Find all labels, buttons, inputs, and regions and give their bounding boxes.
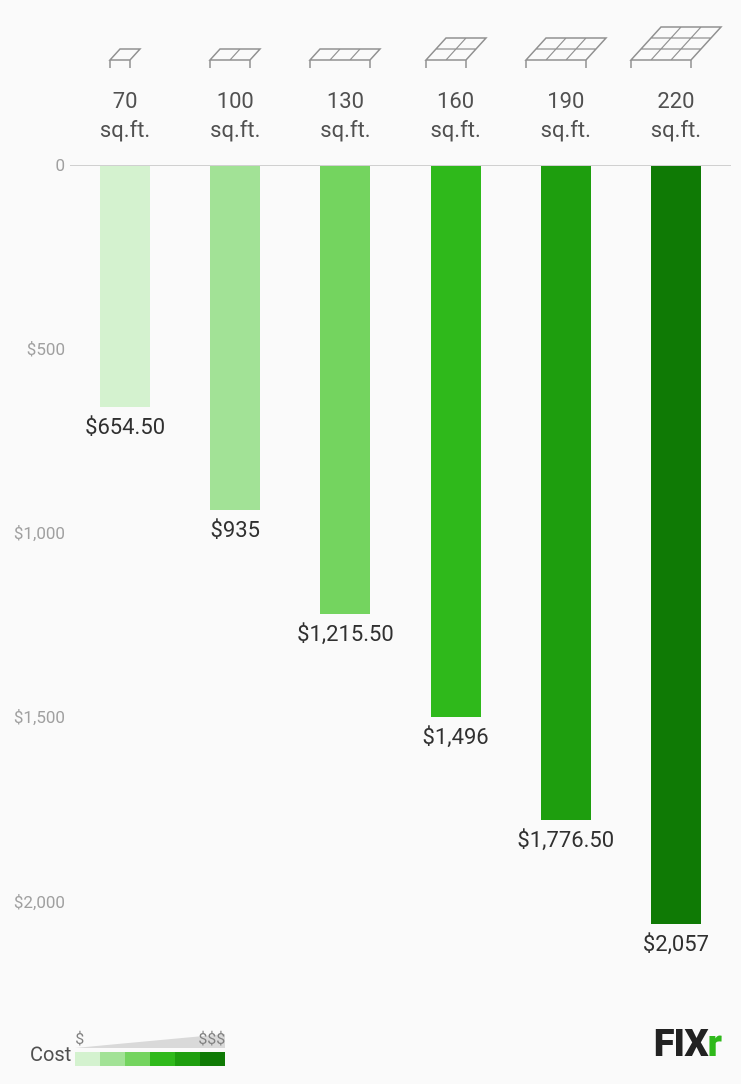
bar-value-label: $2,057	[643, 932, 709, 957]
solar-panel-icon	[208, 20, 262, 80]
gradient-swatch	[175, 1052, 200, 1066]
category-header: 160sq.ft.	[401, 20, 511, 145]
bar-value-label: $1,215.50	[297, 622, 394, 647]
size-label: 220sq.ft.	[651, 88, 701, 145]
logo-main: FIX	[654, 1022, 708, 1066]
size-label: 160sq.ft.	[430, 88, 480, 145]
bar-value-label: $1,776.50	[517, 828, 614, 853]
bar-slot: $935	[180, 166, 290, 975]
solar-panel-icon	[308, 20, 382, 80]
y-axis: 0$500$1,000$1,500$2,000	[5, 166, 65, 975]
bar-slot: $654.50	[70, 166, 180, 975]
category-header: 100sq.ft.	[180, 20, 290, 145]
legend-gradient-strip	[75, 1052, 225, 1066]
cost-bar	[100, 166, 150, 407]
bar-slot: $2,057	[621, 166, 731, 975]
category-header: 130sq.ft.	[290, 20, 400, 145]
logo-accent: r	[708, 1022, 721, 1066]
legend-gradient: $ $$$	[75, 1033, 225, 1066]
solar-panel-icon	[424, 20, 488, 80]
y-axis-tick: 0	[55, 156, 65, 176]
y-axis-tick: $2,000	[14, 893, 65, 913]
cost-bar	[320, 166, 370, 614]
gradient-swatch	[125, 1052, 150, 1066]
fixr-logo: FIXr	[654, 1022, 721, 1066]
gradient-swatch	[100, 1052, 125, 1066]
category-header: 70sq.ft.	[70, 20, 180, 145]
bar-slot: $1,496	[401, 166, 511, 975]
bar-slot: $1,776.50	[511, 166, 621, 975]
size-label: 190sq.ft.	[541, 88, 591, 145]
solar-panel-icon	[524, 20, 608, 80]
size-label: 100sq.ft.	[210, 88, 260, 145]
gradient-swatch	[150, 1052, 175, 1066]
solar-panel-icon	[629, 20, 723, 80]
solar-panel-icon	[108, 20, 142, 80]
cost-legend: Cost $ $$$	[30, 1033, 225, 1066]
bars-container: $654.50 $935 $1,215.50 $1,496 $1,776.50 $2,05…	[70, 166, 731, 975]
category-header-row: 70sq.ft. 100sq.ft. 130sq.ft. 160sq.ft. 1…	[0, 0, 741, 145]
legend-label: Cost	[30, 1042, 71, 1066]
category-header: 220sq.ft.	[621, 20, 731, 145]
y-axis-tick: $500	[27, 340, 65, 360]
bar-value-label: $654.50	[85, 415, 165, 440]
gradient-swatch	[200, 1052, 225, 1066]
legend-low-symbol: $	[75, 1029, 84, 1048]
bar-value-label: $935	[211, 518, 260, 543]
y-axis-tick: $1,000	[14, 524, 65, 544]
category-header: 190sq.ft.	[511, 20, 621, 145]
y-axis-tick: $1,500	[14, 708, 65, 728]
size-label: 70sq.ft.	[100, 88, 150, 145]
bar-value-label: $1,496	[423, 725, 489, 750]
legend-high-symbol: $$$	[198, 1029, 225, 1048]
cost-bar	[651, 166, 701, 923]
gradient-swatch	[75, 1052, 100, 1066]
cost-bar	[210, 166, 260, 510]
cost-bar	[541, 166, 591, 820]
size-label: 130sq.ft.	[320, 88, 370, 145]
cost-bar	[431, 166, 481, 717]
bar-slot: $1,215.50	[290, 166, 400, 975]
footer: Cost $ $$$ FIXr	[30, 1022, 721, 1066]
chart-area: 0$500$1,000$1,500$2,000 $654.50$935$1,21…	[70, 165, 731, 975]
